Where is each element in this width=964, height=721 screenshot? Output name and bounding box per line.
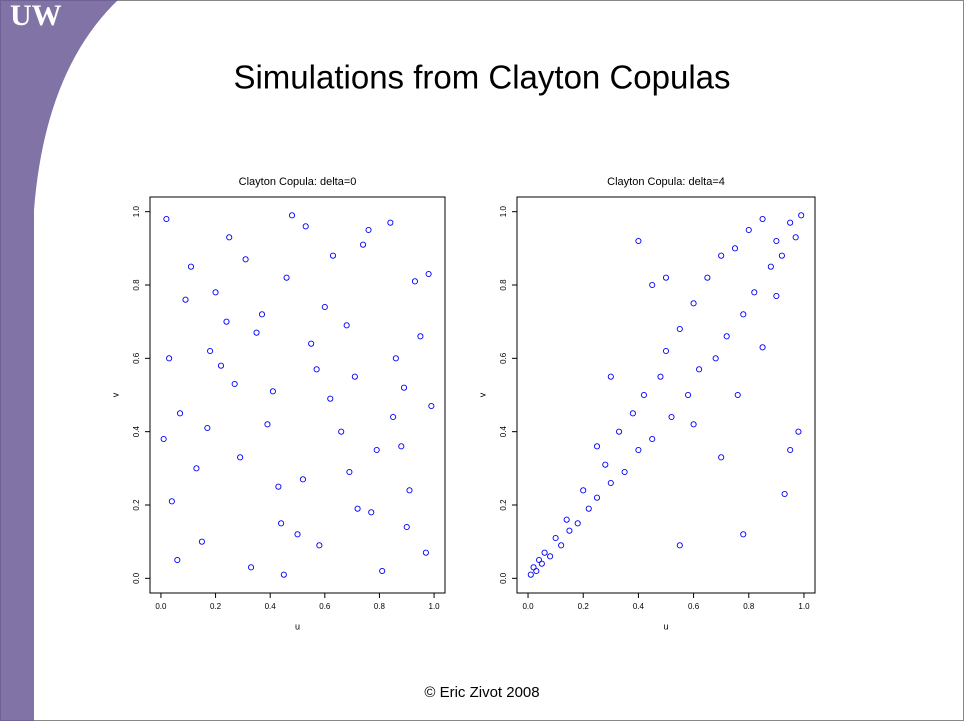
slide-title: Simulations from Clayton Copulas bbox=[233, 59, 730, 96]
x-tick-label: 0.4 bbox=[265, 602, 277, 611]
chart-title: Clayton Copula: delta=4 bbox=[607, 176, 725, 188]
x-axis-label: u bbox=[295, 621, 300, 631]
y-tick-label: 0.2 bbox=[132, 499, 141, 511]
x-tick-label: 0.4 bbox=[633, 602, 645, 611]
x-tick-label: 0.8 bbox=[743, 602, 755, 611]
x-tick-label: 0.2 bbox=[210, 602, 222, 611]
slide: UW Simulations from Clayton Copulas © Er… bbox=[0, 0, 964, 721]
y-tick-label: 1.0 bbox=[499, 206, 508, 218]
y-tick-label: 0.8 bbox=[499, 279, 508, 291]
x-tick-label: 0.2 bbox=[578, 602, 590, 611]
y-tick-label: 0.0 bbox=[499, 572, 508, 584]
y-axis-label: v bbox=[110, 392, 120, 397]
x-tick-label: 0.0 bbox=[522, 602, 534, 611]
y-tick-label: 0.2 bbox=[499, 499, 508, 511]
x-tick-label: 0.8 bbox=[374, 602, 386, 611]
y-tick-label: 0.6 bbox=[132, 352, 141, 364]
y-tick-label: 0.4 bbox=[499, 426, 508, 438]
x-tick-label: 0.6 bbox=[319, 602, 331, 611]
slide-frame bbox=[1, 1, 964, 721]
x-tick-label: 0.0 bbox=[155, 602, 167, 611]
x-tick-label: 1.0 bbox=[798, 602, 810, 611]
x-tick-label: 0.6 bbox=[688, 602, 700, 611]
y-tick-label: 0.0 bbox=[132, 572, 141, 584]
y-axis-label: v bbox=[477, 392, 487, 397]
x-axis-label: u bbox=[663, 621, 668, 631]
y-tick-label: 1.0 bbox=[132, 206, 141, 218]
y-tick-label: 0.6 bbox=[499, 352, 508, 364]
chart-title: Clayton Copula: delta=0 bbox=[239, 176, 357, 188]
y-tick-label: 0.8 bbox=[132, 279, 141, 291]
x-tick-label: 1.0 bbox=[429, 602, 441, 611]
y-tick-label: 0.4 bbox=[132, 426, 141, 438]
footer: © Eric Zivot 2008 bbox=[424, 684, 539, 701]
logo: UW bbox=[10, 0, 62, 32]
